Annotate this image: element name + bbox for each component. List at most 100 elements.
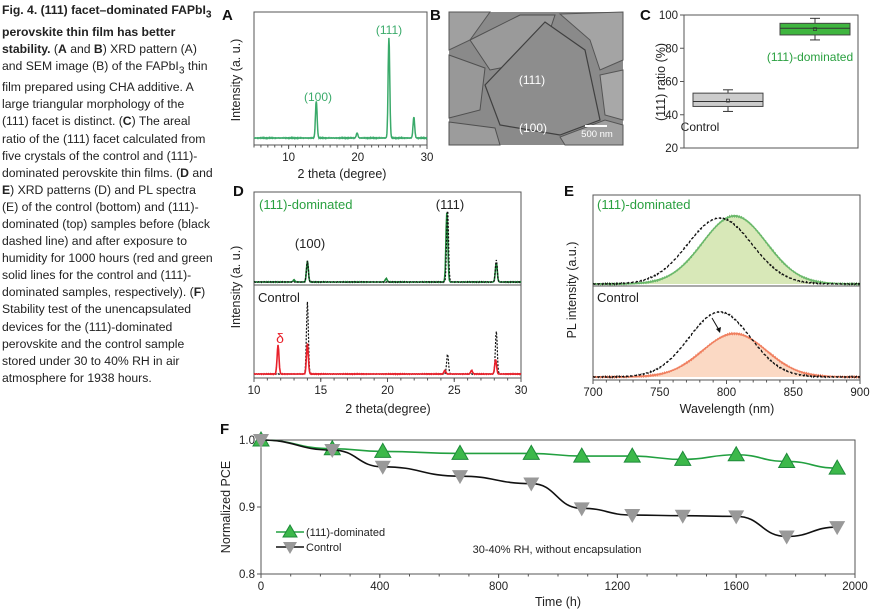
f-control-marker bbox=[324, 444, 341, 459]
f-legend-111: (111)-dominated bbox=[306, 527, 385, 539]
e-shift-arrowhead bbox=[716, 327, 721, 333]
a-x-tick-label: 20 bbox=[351, 152, 364, 164]
d-xrd-curve bbox=[253, 209, 522, 284]
c-box-label-control: Control bbox=[681, 120, 720, 134]
a-ylabel: Intensity (a. u.) bbox=[229, 39, 243, 122]
e-x-tick-label: 750 bbox=[650, 387, 669, 399]
f-control-marker bbox=[829, 521, 846, 536]
a-x-tick-label: 10 bbox=[282, 152, 295, 164]
caption-text: ) XRD pattern (A) and SEM image (B) of t… bbox=[2, 41, 197, 73]
scale-bar bbox=[585, 125, 607, 127]
f-legend-marker bbox=[283, 542, 297, 554]
e-pl-before-curve bbox=[592, 216, 861, 286]
d-annot-delta: δ bbox=[276, 330, 284, 346]
a-annot-111: (111) bbox=[376, 23, 402, 37]
f-111-marker bbox=[673, 450, 692, 466]
f-control-marker bbox=[253, 434, 269, 448]
c-y-tick-label: 20 bbox=[665, 143, 678, 155]
caption-label: B bbox=[93, 41, 103, 56]
f-control-marker bbox=[728, 510, 745, 525]
caption-text: ) Stability test of the unencapsulated d… bbox=[2, 285, 206, 385]
d-x-tick-label: 25 bbox=[448, 385, 461, 397]
c-box bbox=[779, 22, 851, 36]
caption-label: D bbox=[180, 165, 189, 180]
f-control-marker bbox=[451, 470, 468, 485]
caption-text: and bbox=[66, 41, 94, 56]
f-control-marker bbox=[624, 509, 641, 524]
f-control-marker bbox=[573, 502, 590, 517]
e-ylabel: PL intensity (a.u.) bbox=[565, 242, 579, 339]
e-x-tick-label: 900 bbox=[850, 387, 869, 399]
e-x-tick-label: 850 bbox=[784, 387, 803, 399]
e-x-tick-label: 800 bbox=[717, 387, 736, 399]
c-mean-marker bbox=[813, 27, 817, 31]
caption-text: thin film prepared using CHA additive. A… bbox=[2, 58, 208, 129]
f-control-marker bbox=[523, 477, 540, 492]
f-111-marker bbox=[572, 447, 591, 463]
caption-label: A bbox=[58, 41, 67, 56]
caption-text: and bbox=[188, 165, 213, 180]
caption-text: ) XRD patterns (D) and PL spectra (E) of… bbox=[2, 182, 213, 300]
e-pl-after-curve bbox=[592, 331, 861, 380]
f-control-marker bbox=[674, 509, 691, 524]
d-x-tick-label: 10 bbox=[248, 385, 261, 397]
d-x-tick-label: 20 bbox=[381, 385, 394, 397]
panel-label-f: F bbox=[220, 421, 229, 438]
d-ylabel: Intensity (a. u.) bbox=[229, 246, 243, 329]
f-x-tick-label: 800 bbox=[489, 581, 508, 593]
e-x-tick-label: 700 bbox=[583, 387, 602, 399]
caption-label: F bbox=[193, 285, 202, 300]
sem-label-111: (111) bbox=[519, 73, 545, 87]
f-x-tick-label: 2000 bbox=[842, 581, 868, 593]
f-y-tick-label: 0.9 bbox=[239, 502, 255, 514]
d-bottom-label: Control bbox=[258, 290, 300, 305]
caption-label: E bbox=[2, 182, 11, 197]
f-111-marker bbox=[522, 444, 541, 460]
f-111-marker bbox=[828, 459, 847, 475]
f-ylabel: Normalized PCE bbox=[219, 461, 233, 553]
panel-label-b: B bbox=[430, 7, 441, 24]
f-control-marker bbox=[778, 530, 795, 545]
e-top-label: (111)-dominated bbox=[597, 197, 690, 212]
caption-text: ) The areal ratio of the (111) facet cal… bbox=[2, 114, 206, 180]
a-xrd-curve bbox=[253, 37, 428, 141]
e-xlabel: Wavelength (nm) bbox=[680, 402, 775, 416]
f-x-tick-label: 0 bbox=[258, 581, 264, 593]
f-111-marker bbox=[451, 444, 469, 460]
d-annot-100: (100) bbox=[295, 236, 325, 251]
caption-title: Fig. 4. (111) facet–dominated FAPbI bbox=[2, 3, 206, 17]
a-annot-100: (100) bbox=[304, 90, 332, 104]
f-x-tick-label: 400 bbox=[370, 581, 389, 593]
e-pl-fill bbox=[593, 215, 860, 285]
c-mean-marker bbox=[726, 98, 730, 103]
c-box-label-111: (111)-dominated bbox=[767, 50, 853, 64]
c-y-tick-label: 80 bbox=[665, 43, 678, 55]
panel-label-d: D bbox=[233, 183, 244, 200]
a-plot-frame bbox=[253, 11, 428, 146]
d-xlabel: 2 theta(degree) bbox=[345, 402, 430, 416]
c-ylabel: (111) ratio (%) bbox=[654, 43, 668, 121]
c-y-tick-label: 100 bbox=[659, 10, 678, 22]
d-x-tick-label: 15 bbox=[314, 385, 327, 397]
f-111-marker bbox=[777, 452, 796, 468]
f-control-line bbox=[260, 439, 838, 538]
c-y-tick-label: 60 bbox=[665, 77, 678, 89]
f-y-tick-label: 0.8 bbox=[239, 569, 255, 581]
f-xlabel: Time (h) bbox=[535, 595, 581, 609]
f-control-marker bbox=[374, 460, 391, 475]
f-x-tick-label: 1200 bbox=[605, 581, 631, 593]
d-annot-111: (111) bbox=[436, 197, 464, 212]
e-pl-after-curve bbox=[592, 214, 861, 287]
d-xrd-curve bbox=[253, 343, 522, 376]
f-y-tick-label: 1.0 bbox=[239, 435, 255, 447]
sem-image: (111) (100) 500 nm bbox=[448, 11, 624, 146]
f-111-marker bbox=[373, 442, 392, 458]
figure-caption: Fig. 4. (111) facet–dominated FAPbI3 per… bbox=[2, 3, 213, 385]
caption-sub: 3 bbox=[178, 65, 185, 77]
panel-label-c: C bbox=[640, 7, 651, 24]
f-legend-control: Control bbox=[306, 542, 341, 554]
caption-label: C bbox=[122, 114, 132, 129]
a-x-tick-label: 30 bbox=[421, 152, 434, 164]
